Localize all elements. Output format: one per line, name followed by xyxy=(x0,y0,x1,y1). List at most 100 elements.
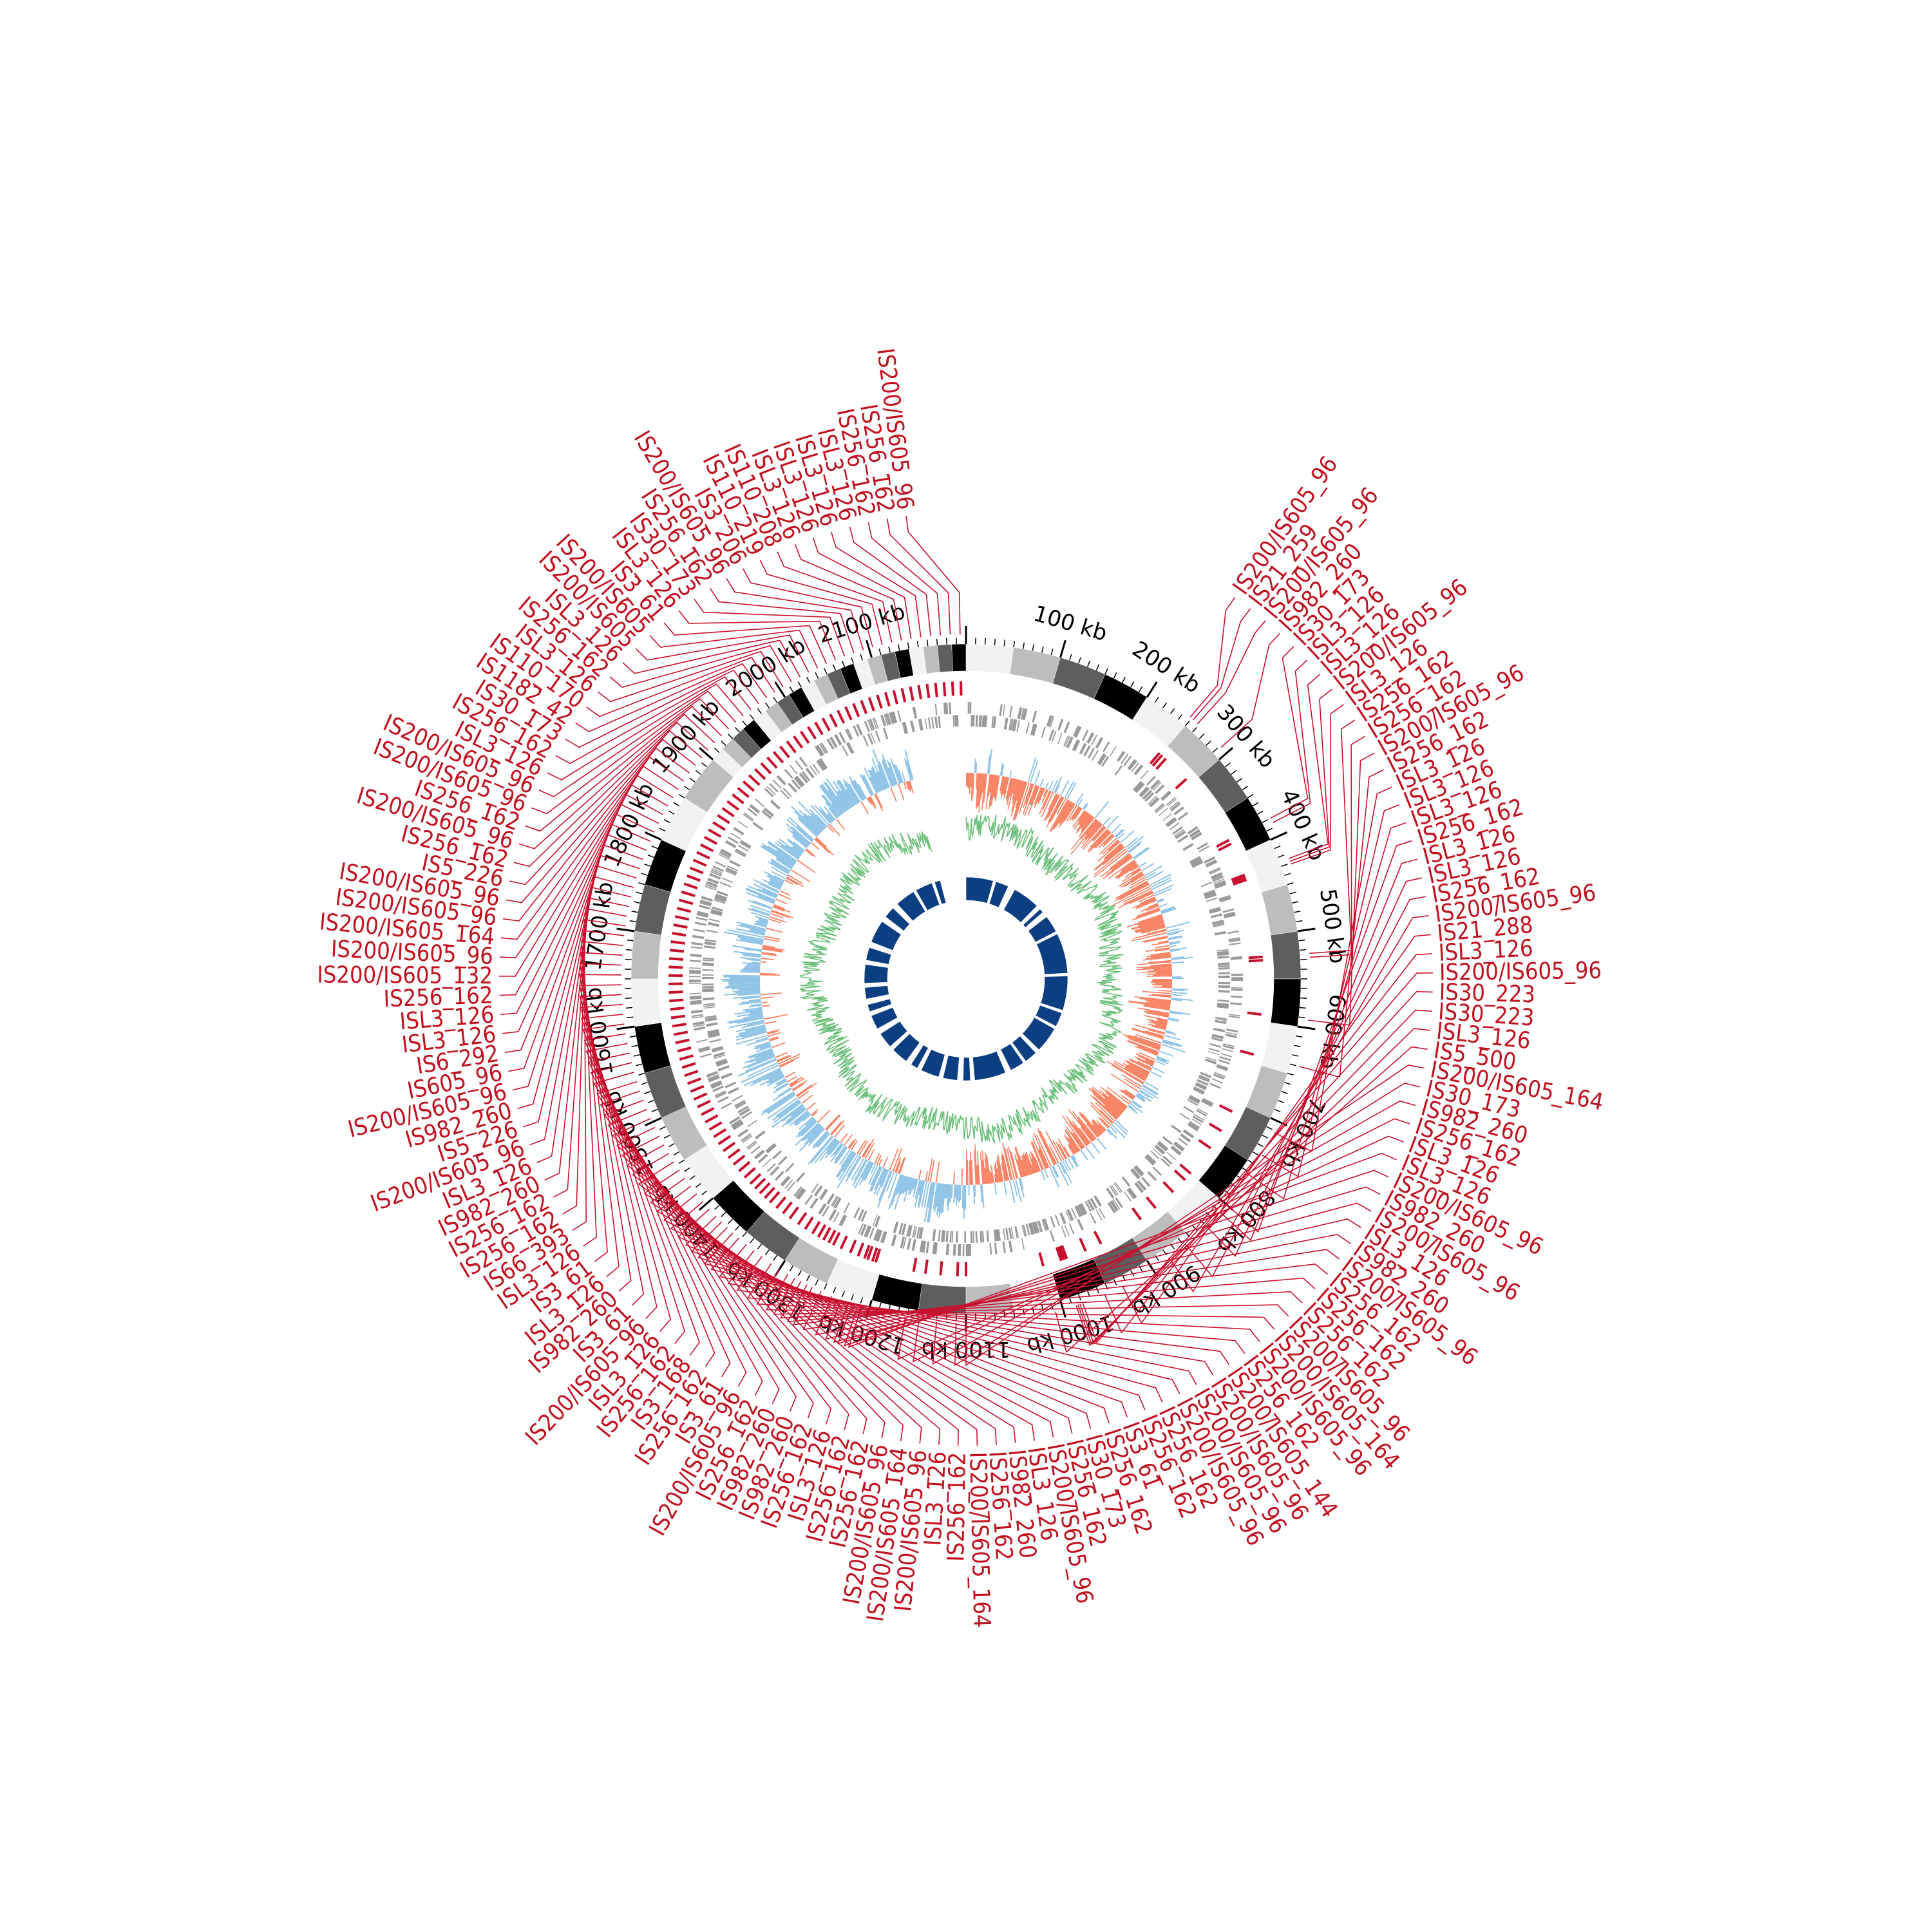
cds-feature xyxy=(884,714,889,726)
scale-band xyxy=(1270,978,1302,1027)
tick-mark xyxy=(1294,911,1301,913)
gc-skew-bin xyxy=(762,845,794,867)
gc-skew-bin xyxy=(1031,1141,1045,1170)
cds-feature xyxy=(710,909,723,915)
cds-feature xyxy=(1090,1197,1098,1209)
cds-feature xyxy=(772,779,782,790)
gc-skew-bin xyxy=(795,1119,816,1138)
cds-feature xyxy=(812,763,820,774)
gc-skew-bin xyxy=(1094,801,1110,819)
tick-mark xyxy=(636,891,643,895)
gc-skew-bin xyxy=(797,1118,815,1135)
tick-mark xyxy=(684,1167,690,1172)
gc-skew-bin xyxy=(1025,1151,1034,1174)
is-leader-line xyxy=(529,865,637,1146)
is-mark xyxy=(692,858,707,867)
gc-skew-bin xyxy=(1100,1086,1128,1109)
gc-skew-bin xyxy=(724,992,761,996)
gc-skew-bin xyxy=(872,749,889,788)
cds-feature xyxy=(765,1142,776,1153)
cds-feature xyxy=(964,1231,966,1243)
gc-skew-bin xyxy=(811,1111,817,1117)
cds-feature xyxy=(1037,1220,1041,1233)
gc-skew-bin xyxy=(1074,1124,1090,1145)
gc-skew-bin xyxy=(994,1165,998,1183)
gc-skew-bin xyxy=(893,763,902,784)
is-mark xyxy=(1057,1246,1065,1261)
gc-skew-bin xyxy=(721,979,761,981)
cds-feature xyxy=(1097,737,1104,749)
gc-skew-bin xyxy=(723,976,761,978)
gc-skew-bin xyxy=(1100,854,1131,878)
is-leader-line xyxy=(638,1161,978,1446)
cds-feature xyxy=(945,702,949,715)
cds-feature xyxy=(1051,730,1057,742)
gc-skew-bin xyxy=(913,1179,918,1197)
is-mark xyxy=(1151,754,1164,767)
gc-skew-bin xyxy=(976,1165,980,1185)
gc-skew-bin xyxy=(806,848,817,857)
gc-skew-bin xyxy=(1066,782,1077,800)
gc-skew-bin xyxy=(1139,894,1155,902)
tick-mark xyxy=(659,828,666,832)
cds-feature xyxy=(721,1072,733,1079)
tick-mark xyxy=(673,1151,680,1156)
conserved-block xyxy=(880,1021,908,1047)
cds-feature xyxy=(1172,826,1183,835)
gc-skew-bin xyxy=(1158,940,1169,943)
cds-feature xyxy=(755,799,765,808)
is-leader-line xyxy=(579,963,632,1292)
gc-skew-bin xyxy=(1106,815,1119,829)
conserved-block xyxy=(1028,916,1057,943)
gc-skew-bin xyxy=(798,800,825,829)
cds-feature xyxy=(1028,1223,1034,1235)
cds-feature xyxy=(1218,975,1230,979)
is-mark xyxy=(782,1201,793,1215)
gc-skew-bin xyxy=(1144,999,1171,1004)
gc-skew-bin xyxy=(1166,927,1180,933)
tick-mark xyxy=(926,639,929,647)
gc-skew-bin xyxy=(1052,800,1071,830)
gc-skew-bin xyxy=(768,883,781,891)
gc-skew-bin xyxy=(1144,1081,1159,1091)
cds-feature xyxy=(1066,1209,1073,1221)
tick-mark xyxy=(936,638,938,645)
gc-skew-bin xyxy=(1052,1140,1065,1161)
cds-feature xyxy=(1166,1151,1177,1160)
gc-skew-bin xyxy=(804,813,822,832)
cds-feature xyxy=(762,810,772,819)
cds-feature xyxy=(1189,1095,1201,1103)
cds-feature xyxy=(985,715,988,728)
cds-feature xyxy=(1215,883,1227,889)
gc-skew-bin xyxy=(1102,839,1119,855)
gc-skew-bin xyxy=(1041,791,1054,818)
gc-skew-bin xyxy=(829,1141,840,1155)
gc-skew-bin xyxy=(837,1151,855,1179)
is-mark xyxy=(721,807,735,818)
gc-skew-bin xyxy=(1162,1039,1183,1046)
gc-skew-bin xyxy=(804,1126,822,1144)
gc-skew-bin xyxy=(1149,873,1172,886)
is-leader-line xyxy=(743,568,873,648)
gc-skew-bin xyxy=(1137,898,1157,908)
gc-skew-bin xyxy=(1030,1142,1043,1171)
cds-feature xyxy=(789,764,798,775)
cds-feature xyxy=(934,716,938,728)
cds-feature xyxy=(781,1176,791,1187)
cds-feature xyxy=(1231,973,1243,976)
cds-feature xyxy=(691,1014,703,1018)
tick-mark xyxy=(625,1007,632,1009)
is-mark xyxy=(672,932,687,937)
cds-feature xyxy=(1083,745,1091,757)
tick-mark xyxy=(1225,762,1231,768)
is-mark xyxy=(677,1046,692,1053)
gc-skew-bin xyxy=(1128,840,1142,853)
cds-feature xyxy=(839,1215,848,1227)
gc-skew-bin xyxy=(823,806,836,820)
gc-skew-bin xyxy=(1092,1124,1102,1135)
gc-skew-bin xyxy=(745,1057,777,1072)
cds-feature xyxy=(721,1102,732,1110)
cds-feature xyxy=(940,1230,944,1242)
cds-feature xyxy=(766,1163,777,1173)
